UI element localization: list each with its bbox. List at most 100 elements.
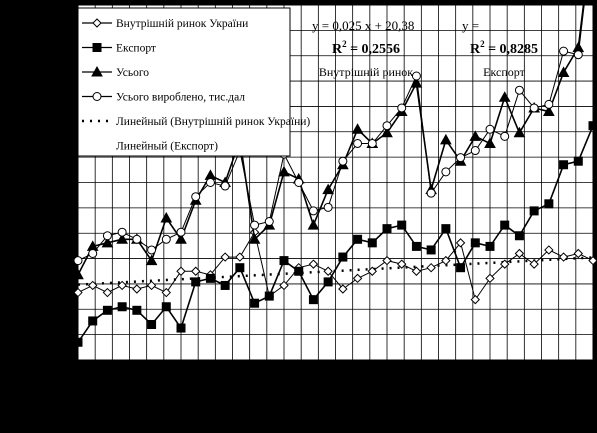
series-3-point-17 xyxy=(323,202,333,212)
legend-item-1: Експорт xyxy=(82,43,156,55)
series-1-point-24 xyxy=(426,245,436,255)
series-0-point-26 xyxy=(455,238,466,248)
series-2-point-12 xyxy=(248,233,261,244)
series-3-point-32 xyxy=(544,99,554,109)
legend-label-3: Усього вироблено, тис.дал xyxy=(116,92,245,104)
series-1-point-17 xyxy=(323,277,333,287)
series-1-point-32 xyxy=(544,199,554,209)
series-3-point-25 xyxy=(441,167,451,177)
r2-caption-1: Експорт xyxy=(483,65,525,79)
series-1 xyxy=(73,121,597,347)
series-1-point-20 xyxy=(367,238,377,248)
series-3-point-15 xyxy=(294,178,304,187)
series-0-point-22 xyxy=(397,259,407,269)
series-3-point-18 xyxy=(338,156,348,166)
series-0-point-8 xyxy=(191,266,201,276)
series-1-point-4 xyxy=(132,305,142,315)
series-legend-0-point-0 xyxy=(92,18,102,28)
series-3-point-27 xyxy=(470,146,480,156)
series-3-point-2 xyxy=(102,231,112,241)
series-3-point-30 xyxy=(514,85,524,95)
series-3-point-33 xyxy=(559,46,569,56)
series-layer xyxy=(72,0,597,347)
series-0-point-19 xyxy=(352,273,363,284)
series-1-point-13 xyxy=(264,291,274,301)
series-3-point-7 xyxy=(176,227,186,237)
series-2-point-21 xyxy=(381,126,393,138)
series-3-point-0 xyxy=(73,256,83,266)
series-2-point-14 xyxy=(278,165,290,177)
series-3-point-3 xyxy=(117,227,127,237)
series-0-point-10 xyxy=(220,252,230,262)
series-0-point-18 xyxy=(338,284,348,294)
series-2-point-23 xyxy=(410,77,423,88)
series-legend-1-point-0 xyxy=(92,43,102,52)
series-3-point-21 xyxy=(382,121,392,131)
series-3-point-23 xyxy=(411,71,421,81)
series-0-point-34 xyxy=(573,248,583,259)
series-0-point-23 xyxy=(411,266,422,276)
series-0-point-5 xyxy=(146,280,157,291)
series-3-point-24 xyxy=(426,188,436,198)
series-3-point-5 xyxy=(147,245,157,255)
series-0-point-17 xyxy=(323,266,333,276)
series-1-point-29 xyxy=(500,220,510,230)
series-1-point-7 xyxy=(176,323,186,333)
series-3-point-19 xyxy=(353,138,363,148)
series-0-point-24 xyxy=(426,262,436,273)
series-2-point-0 xyxy=(72,268,84,280)
series-3-point-31 xyxy=(529,103,539,113)
series-2-point-3 xyxy=(116,233,128,244)
series-1-point-0 xyxy=(73,337,83,347)
series-1-point-30 xyxy=(514,231,524,241)
legend-label-4: Линейный (Внутрішній ринок України) xyxy=(116,116,310,128)
series-2-point-29 xyxy=(498,91,511,102)
series-1-point-15 xyxy=(294,266,304,276)
legend-box xyxy=(77,7,291,157)
series-0-point-29 xyxy=(500,259,510,269)
annotations: R2 = 0,2556 Внутрішній ринок R2 = 0,8285 Ек… xyxy=(312,18,538,79)
series-2-point-33 xyxy=(557,66,570,77)
series-2-point-17 xyxy=(322,183,334,195)
series-2-point-5 xyxy=(145,254,158,266)
series-0-point-31 xyxy=(529,259,539,269)
series-3-point-29 xyxy=(500,131,510,141)
series-0-point-0 xyxy=(73,287,83,298)
series-1-point-22 xyxy=(397,220,407,230)
series-3-point-16 xyxy=(308,206,318,216)
series-0-point-7 xyxy=(176,266,186,276)
series-3-point-1 xyxy=(88,249,98,258)
series-3-point-10 xyxy=(220,181,230,191)
series-1-point-23 xyxy=(411,241,421,251)
series-2-point-7 xyxy=(175,233,187,244)
series-3-point-28 xyxy=(485,124,495,134)
legend-label-2: Усього xyxy=(116,67,149,79)
series-1-point-2 xyxy=(102,305,112,315)
series-2-point-25 xyxy=(440,133,452,145)
legend-item-5: Линейный (Експорт) xyxy=(116,141,218,153)
legend: Внутрішній ринок України Експорт Усього Усь… xyxy=(77,7,310,157)
series-2-point-32 xyxy=(543,105,555,116)
series-0-point-27 xyxy=(470,294,480,305)
equation-0: y = 0,025 x + 20,38 xyxy=(312,18,414,33)
series-1-point-34 xyxy=(573,156,583,166)
series-0-point-32 xyxy=(544,245,554,255)
series-0-point-33 xyxy=(558,252,569,262)
series-1-point-12 xyxy=(250,298,260,308)
series-1-point-5 xyxy=(147,320,157,329)
series-0-point-28 xyxy=(485,273,495,284)
series-1-point-33 xyxy=(559,160,569,170)
series-0-point-30 xyxy=(514,248,525,259)
series-2-point-27 xyxy=(469,130,482,141)
series-3-point-34 xyxy=(573,50,583,60)
series-1-point-8 xyxy=(191,277,201,287)
series-0-point-16 xyxy=(308,259,319,269)
series-1-point-28 xyxy=(485,241,495,251)
series-3-point-9 xyxy=(205,178,215,187)
series-3-point-22 xyxy=(397,103,407,113)
series-1-point-11 xyxy=(235,263,245,273)
series-0-point-4 xyxy=(132,284,142,294)
series-3-point-20 xyxy=(367,138,377,148)
